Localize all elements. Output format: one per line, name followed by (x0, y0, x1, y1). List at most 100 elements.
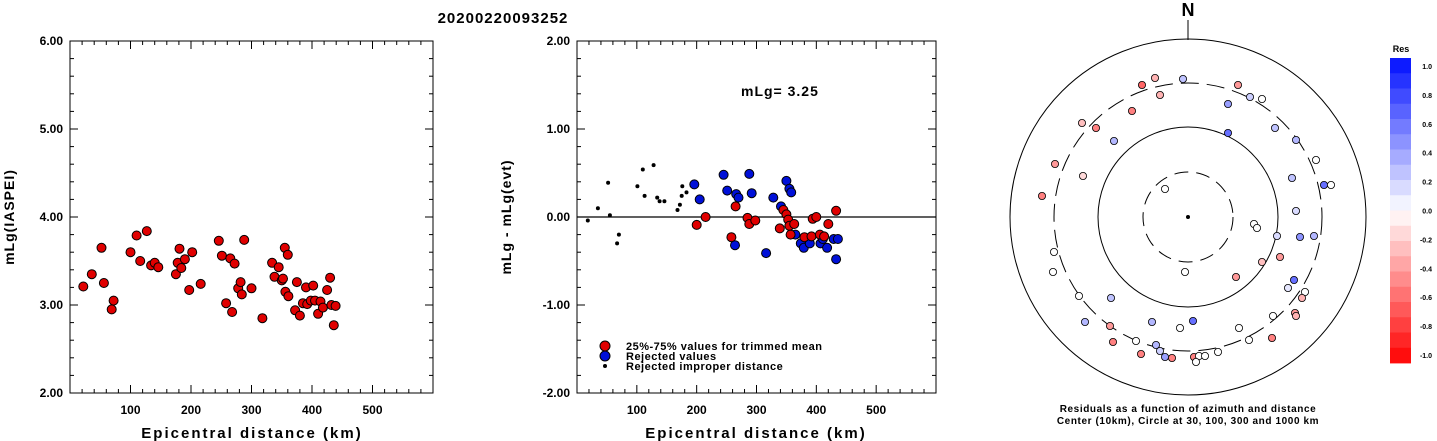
data-point (86, 269, 97, 280)
station-marker (1310, 231, 1319, 240)
colorbar-segment (1390, 241, 1411, 257)
y-tick-label: -1.00 (543, 298, 571, 312)
colorbar-segment (1390, 103, 1411, 120)
trimmed-mean-point (819, 231, 830, 242)
rejected-point (733, 192, 744, 203)
colorbar-segment (1390, 332, 1411, 349)
station-marker (1298, 293, 1307, 302)
ring-100km (1097, 126, 1279, 308)
ring-300km (1053, 82, 1323, 352)
x-axis-label-left: Epicentral distance (km) (141, 425, 362, 441)
rejected-distance-point (585, 218, 590, 223)
station-marker (1128, 107, 1137, 116)
station-marker (1273, 231, 1282, 240)
trimmed-mean-point (700, 212, 711, 222)
colorbar-segment (1390, 210, 1411, 227)
station-marker (1051, 159, 1060, 168)
data-point (135, 256, 146, 266)
rejected-point (761, 248, 772, 259)
colorbar-tick-label: 0.2 (1422, 180, 1432, 187)
colorbar-tick-label: 0.6 (1422, 122, 1432, 129)
data-point (328, 320, 339, 331)
station-marker (1168, 353, 1177, 362)
x-tick-label: 500 (362, 403, 382, 417)
station-markers (1038, 74, 1336, 366)
colorbar-segment (1390, 286, 1411, 303)
station-marker (1296, 232, 1305, 241)
data-point (294, 310, 305, 321)
legend-marker-improper (603, 364, 607, 368)
y-tick-label: 4.00 (40, 210, 64, 224)
data-point (98, 278, 109, 288)
station-marker (1271, 124, 1280, 133)
rejected-distance-point (635, 184, 640, 189)
rejected-point (722, 185, 733, 196)
station-marker (1235, 323, 1244, 332)
station-marker (1075, 291, 1084, 300)
data-point (239, 234, 250, 245)
data-point (227, 307, 238, 317)
data-point (308, 280, 319, 291)
colorbar-tick-label: -0.4 (1420, 266, 1432, 273)
station-marker (1234, 81, 1243, 90)
station-marker (1107, 293, 1116, 302)
station-marker (1214, 347, 1223, 356)
legend-label-trimmed: 25%-75% values for trimmed mean (626, 341, 822, 353)
data-point (236, 289, 247, 300)
colorbar-tick-label: -0.6 (1420, 295, 1432, 302)
legend: 25%-75% values for trimmed mean Rejected… (599, 340, 822, 373)
data-point (317, 302, 328, 313)
station-marker (1192, 357, 1201, 366)
data-point (278, 273, 288, 284)
colorbar-segment (1390, 271, 1411, 288)
rejected-distance-point (662, 199, 667, 204)
station-marker (1253, 223, 1262, 232)
legend-marker-rejected (599, 350, 611, 362)
rejected-point (718, 169, 729, 180)
rejected-distance-point (679, 193, 684, 198)
station-marker (1269, 311, 1278, 320)
rejected-distance-point (677, 202, 682, 207)
station-marker (1078, 119, 1087, 128)
y-tick-label: 6.00 (40, 34, 64, 48)
rejected-distance-point (595, 206, 600, 211)
colorbar-tick-label: -1.0 (1420, 353, 1432, 360)
rejected-point (786, 187, 797, 198)
event-magnitude-annotation: mLg= 3.25 (741, 83, 819, 99)
x-tick-labels-left: 100 200 300 400 500 (120, 403, 382, 417)
y-tick-label: 2.00 (547, 34, 571, 48)
y-axis-label-middle: mLg - mLg(evt) (498, 159, 514, 274)
colorbar-segment (1390, 164, 1411, 181)
station-marker (1079, 171, 1088, 180)
trimmed-mean-point (789, 219, 800, 229)
station-marker (1161, 352, 1170, 361)
legend-label-rejected: Rejected values (626, 351, 717, 363)
colorbar-segment (1390, 58, 1411, 74)
colorbar-segment (1390, 88, 1411, 105)
station-marker (1320, 180, 1329, 189)
x-tick-label: 200 (687, 403, 707, 417)
colorbar-segment (1390, 317, 1411, 333)
trimmed-mean-point (726, 232, 737, 243)
station-marker (1276, 252, 1285, 261)
trimmed-mean-point (811, 212, 822, 222)
y-tick-label: 5.00 (40, 122, 64, 136)
rejected-distance-point (657, 199, 662, 204)
colorbar-title: Res (1393, 44, 1410, 54)
rejected-distance-point (675, 208, 680, 212)
legend-label-improper: Rejected improper distance (626, 361, 783, 373)
rejected-distance-point (616, 232, 621, 237)
rejected-point (730, 240, 740, 251)
tick-marks-middle (577, 41, 936, 393)
data-point (179, 254, 190, 265)
data-point (153, 262, 164, 273)
rejected-point (689, 179, 700, 190)
station-marker (1224, 128, 1233, 137)
x-axis-label-middle: Epicentral distance (km) (645, 425, 866, 441)
x-tick-label: 200 (181, 403, 201, 417)
station-marker (1268, 333, 1277, 342)
y-tick-label: -2.00 (543, 386, 571, 400)
y-tick-label: 2.00 (40, 386, 64, 400)
station-marker (1290, 275, 1299, 284)
